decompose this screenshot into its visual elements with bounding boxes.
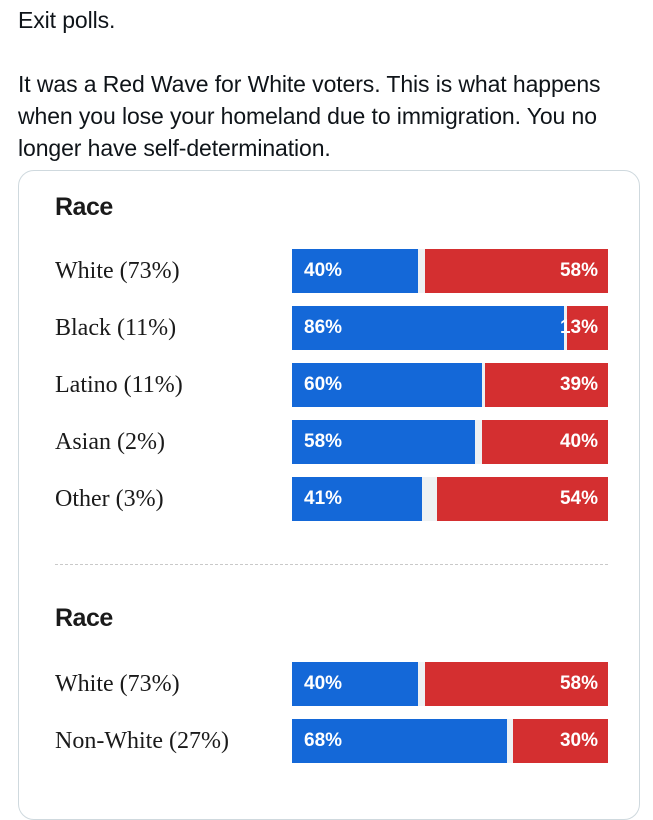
bar-track-black: 86% 13% (292, 306, 608, 350)
bar-rep-other (437, 477, 608, 521)
category-label-non-white: Non-White (27%) (55, 728, 229, 754)
bar-dem-white (292, 249, 418, 293)
data-label-rep-white: 58% (559, 673, 598, 694)
data-label-rep-non-white: 30% (559, 730, 598, 751)
bar-dem-non-white (292, 719, 507, 763)
chart-title-race-white-nonwhite: Race (55, 604, 113, 632)
category-label-white: White (73%) (55, 258, 180, 284)
bar-rep-white (425, 662, 608, 706)
data-label-rep-white: 58% (559, 260, 598, 281)
bar-dem-latino (292, 363, 482, 407)
data-label-dem-asian: 58% (304, 431, 343, 452)
tweet-line-1: Exit polls. (18, 7, 116, 33)
bar-track-asian: 58% 40% (292, 420, 608, 464)
category-label-black: Black (11%) (55, 315, 177, 341)
data-label-rep-asian: 40% (559, 431, 598, 452)
bar-dem-white (292, 662, 418, 706)
bar-track-latino: 60% 39% (292, 363, 608, 407)
category-label-white: White (73%) (55, 671, 180, 697)
section-divider (55, 564, 608, 565)
bar-rep-white (425, 249, 608, 293)
bar-rep-black (567, 306, 608, 350)
tweet-text: Exit polls. It was a Red Wave for White … (18, 4, 638, 164)
bar-dem-asian (292, 420, 475, 464)
bar-track-other: 41% 54% (292, 477, 608, 521)
bar-track-white: 40% 58% (292, 249, 608, 293)
data-label-dem-other: 41% (304, 488, 343, 509)
data-label-dem-latino: 60% (304, 374, 343, 395)
category-label-asian: Asian (2%) (55, 429, 165, 455)
data-label-dem-non-white: 68% (304, 730, 343, 751)
data-label-dem-white: 40% (304, 673, 343, 694)
bar-rep-asian (482, 420, 608, 464)
bar-dem-black (292, 306, 564, 350)
category-label-latino: Latino (11%) (55, 372, 183, 398)
data-label-dem-white: 40% (304, 260, 343, 281)
tweet-line-2: It was a Red Wave for White voters. This… (18, 71, 601, 161)
chart-title-race-breakdown: Race (55, 193, 113, 221)
bar-track-white: 40% 58% (292, 662, 608, 706)
category-label-other: Other (3%) (55, 486, 164, 512)
bar-rep-non-white (513, 719, 608, 763)
data-label-dem-black: 86% (304, 317, 343, 338)
data-label-rep-latino: 39% (559, 374, 598, 395)
bar-dem-other (292, 477, 422, 521)
exit-poll-card: Race White (73%) 40% 58% Black (11%) 86% 13% L… (18, 170, 640, 820)
data-label-rep-other: 54% (559, 488, 598, 509)
bar-rep-latino (485, 363, 608, 407)
bar-track-non-white: 68% 30% (292, 719, 608, 763)
data-label-rep-black: 13% (559, 317, 598, 338)
